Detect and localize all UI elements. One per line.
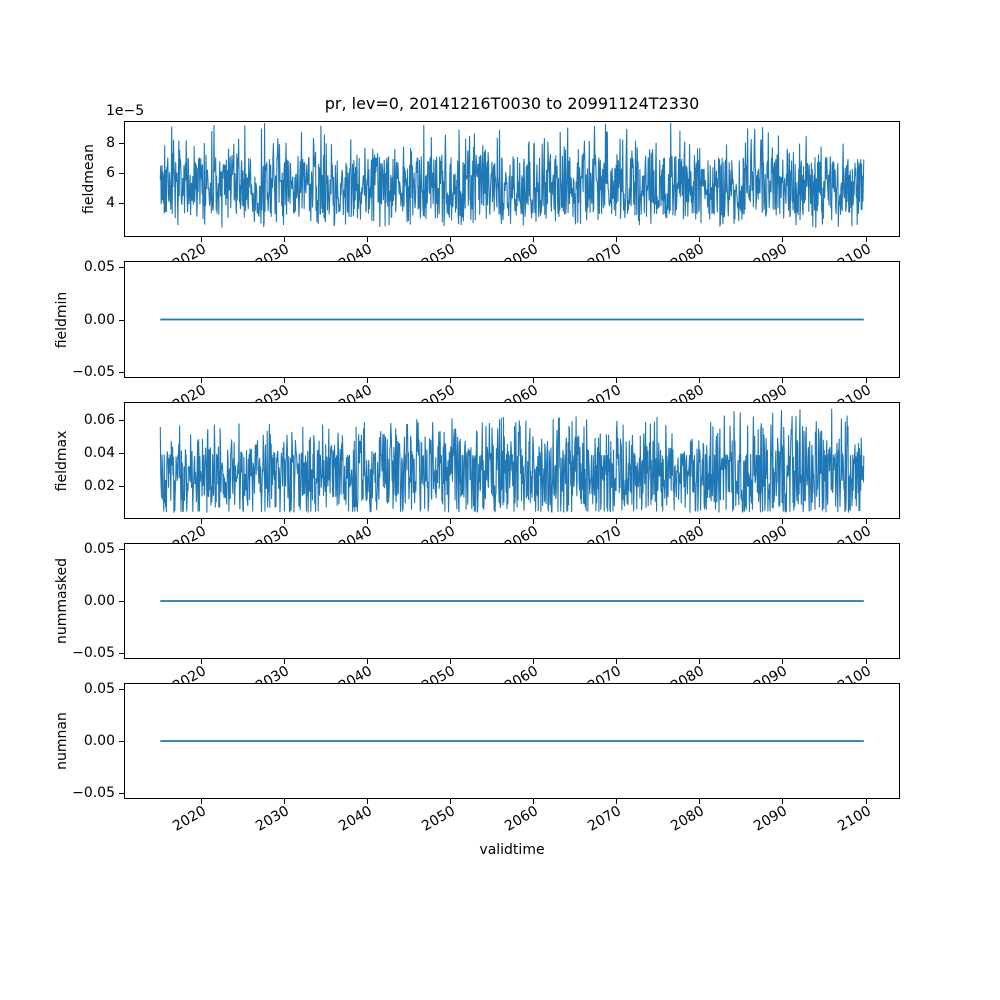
x-tick-mark [367, 519, 368, 524]
y-tick-mark [119, 420, 124, 421]
x-tick-mark [284, 659, 285, 664]
x-tick-mark [284, 519, 285, 524]
x-tick-mark [533, 237, 534, 242]
y-tick-label: 0.00 [83, 593, 115, 609]
line-series-fieldmin [160, 318, 864, 321]
axes-numnan [124, 683, 900, 799]
x-tick-mark [450, 519, 451, 524]
y-tick-mark [119, 320, 124, 321]
x-tick-mark [284, 237, 285, 242]
x-tick-mark [782, 519, 783, 524]
y-tick-mark [119, 143, 124, 144]
y-tick-mark [119, 267, 124, 268]
line-series-nummasked [160, 600, 864, 602]
chart-title: pr, lev=0, 20141216T0030 to 20991124T233… [324, 94, 700, 113]
y-tick-mark [119, 601, 124, 602]
y-tick-mark [119, 203, 124, 204]
y-axis-offset-text: 1e−5 [106, 103, 145, 119]
y-tick-label: 0.06 [83, 412, 115, 429]
x-tick-mark [201, 237, 202, 242]
y-tick-label: −0.05 [72, 644, 115, 661]
x-tick-mark [782, 799, 783, 804]
x-tick-mark [699, 799, 700, 804]
y-tick-mark [119, 173, 124, 174]
axes-fieldmax [124, 402, 900, 519]
x-tick-mark [533, 799, 534, 804]
x-tick-mark [284, 799, 285, 804]
y-tick-label: 0.05 [83, 259, 115, 276]
y-tick-label: 4 [106, 194, 115, 211]
y-tick-mark [119, 453, 124, 454]
x-tick-mark [699, 659, 700, 664]
x-tick-mark [782, 378, 783, 383]
x-tick-mark [866, 237, 867, 242]
x-tick-mark [450, 237, 451, 242]
x-tick-mark [616, 659, 617, 664]
x-tick-mark [866, 519, 867, 524]
x-tick-mark [201, 659, 202, 664]
x-tick-mark [201, 378, 202, 383]
y-tick-mark [119, 793, 124, 794]
y-tick-label: 0.02 [83, 478, 115, 495]
x-tick-mark [616, 378, 617, 383]
x-tick-mark [699, 237, 700, 242]
x-tick-mark [699, 519, 700, 524]
x-tick-mark [782, 659, 783, 664]
y-tick-label: −0.05 [72, 363, 115, 380]
line-series-fieldmean [159, 122, 865, 228]
y-tick-label: 0.00 [83, 311, 115, 328]
x-tick-mark [533, 519, 534, 524]
y-tick-label: −0.05 [72, 784, 115, 801]
x-tick-mark [866, 799, 867, 804]
x-tick-mark [450, 659, 451, 664]
y-tick-mark [119, 486, 124, 487]
x-tick-mark [367, 659, 368, 664]
y-tick-mark [119, 653, 124, 654]
x-tick-mark [782, 237, 783, 242]
x-axis-label: validtime [479, 842, 545, 858]
x-tick-mark [616, 799, 617, 804]
x-tick-mark [367, 378, 368, 383]
y-tick-label: 0.00 [83, 733, 115, 749]
x-tick-mark [616, 519, 617, 524]
x-tick-mark [866, 659, 867, 664]
x-tick-mark [616, 237, 617, 242]
y-tick-label: 6 [106, 165, 115, 182]
axes-fieldmin [124, 261, 900, 378]
y-tick-mark [119, 549, 124, 550]
x-tick-mark [201, 519, 202, 524]
x-tick-mark [866, 378, 867, 383]
x-tick-mark [450, 799, 451, 804]
x-tick-mark [201, 799, 202, 804]
x-tick-mark [450, 378, 451, 383]
axes-nummasked [124, 543, 900, 659]
x-tick-mark [533, 659, 534, 664]
line-series-fieldmax [159, 408, 865, 513]
y-tick-label: 0.04 [83, 445, 115, 462]
y-tick-mark [119, 741, 124, 742]
y-tick-label: 8 [106, 135, 115, 152]
y-tick-label: 0.05 [83, 541, 115, 558]
x-tick-mark [367, 799, 368, 804]
axes-fieldmean [124, 121, 900, 237]
x-tick-mark [699, 378, 700, 383]
y-tick-mark [119, 689, 124, 690]
y-tick-label: 0.05 [83, 681, 115, 698]
x-tick-mark [284, 378, 285, 383]
x-tick-mark [367, 237, 368, 242]
x-tick-mark [533, 378, 534, 383]
y-tick-mark [119, 372, 124, 373]
line-series-numnan [160, 740, 864, 742]
